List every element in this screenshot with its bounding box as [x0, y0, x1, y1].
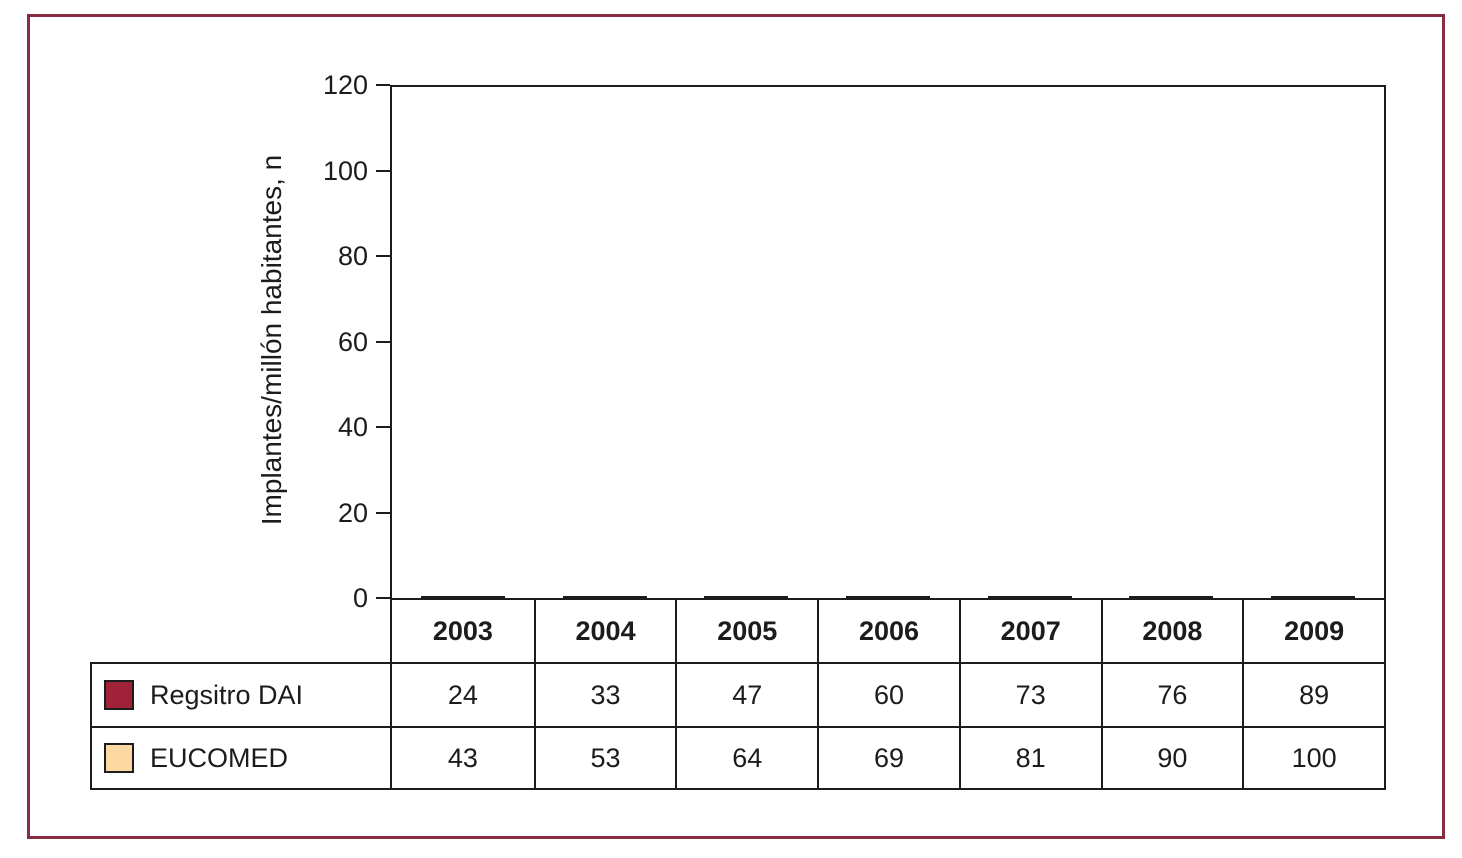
bar-eucomed: [604, 596, 647, 598]
year-header-cell: 2007: [958, 600, 1101, 662]
bar-pair: [562, 596, 647, 598]
value-cell: 69: [817, 728, 959, 788]
value-cell: 100: [1242, 728, 1384, 788]
value-cell: 24: [447, 679, 478, 710]
bar-eucomed: [888, 596, 931, 598]
bar-pair: [1129, 596, 1214, 598]
year-header-cell: 2006: [817, 600, 959, 662]
bar-eucomed: [462, 596, 505, 598]
value-cell: 47: [675, 664, 817, 726]
value-cell: 73: [958, 664, 1101, 726]
y-tick-label: 0: [352, 583, 368, 613]
x-axis-header-row: 2003 2004 2005 2006 2007 2008 2009: [390, 600, 1386, 662]
value-cell: 33: [533, 664, 676, 726]
legend-label: Regsitro DAI: [150, 679, 304, 710]
legend-cell: Regsitro DAI: [92, 664, 392, 726]
data-table: Regsitro DAI 24 33 47 60 73 76 89 EUCOMED 43 53 64 6…: [90, 662, 1386, 790]
bar-pair: [704, 596, 789, 598]
value-cell: 89: [1242, 664, 1384, 726]
y-axis-title: Implantes/millón habitantes, n: [256, 154, 287, 526]
y-tick-label: 20: [337, 497, 368, 528]
bar-pair: [987, 596, 1072, 598]
bar-regsitro-dai: [1129, 596, 1172, 598]
table-row: Regsitro DAI 24 33 47 60 73 76 89: [92, 664, 1384, 726]
value-cell: 64: [675, 728, 817, 788]
legend-label: EUCOMED: [150, 742, 289, 773]
bar-eucomed: [746, 596, 789, 598]
bar-eucomed: [1029, 596, 1072, 598]
legend-swatch: [104, 680, 134, 710]
bar-group-2006: [817, 87, 959, 598]
bar-regsitro-dai: [704, 596, 747, 598]
bar-pair: [420, 596, 505, 598]
bar-pair: [846, 596, 931, 598]
bar-regsitro-dai: [420, 596, 463, 598]
bar-group-2007: [959, 87, 1101, 598]
year-header-cell: 2005: [675, 600, 817, 662]
value-cell: 43: [447, 742, 478, 773]
y-tick-mark: [376, 340, 390, 343]
legend-cell: EUCOMED: [92, 728, 392, 788]
year-header-cell: 2009: [1242, 600, 1384, 662]
value-cell: 53: [533, 728, 676, 788]
bar-regsitro-dai: [987, 596, 1030, 598]
y-tick-mark: [376, 426, 390, 428]
y-tick-mark: [376, 597, 390, 599]
value-cell: 76: [1100, 664, 1243, 726]
bar-group-2008: [1101, 87, 1243, 598]
bar-group-2005: [675, 87, 817, 598]
bar-eucomed: [1313, 596, 1356, 598]
y-tick-label: 80: [337, 241, 368, 271]
bar-group-2009: [1242, 87, 1384, 598]
value-cell: 90: [1100, 728, 1243, 788]
y-tick-mark: [376, 84, 390, 86]
bar-regsitro-dai: [1271, 596, 1314, 598]
year-header-cell: 2004: [533, 600, 676, 662]
bar-eucomed: [1171, 596, 1214, 598]
legend-swatch: [104, 743, 134, 773]
y-tick-label: 100: [322, 155, 368, 186]
value-cell: 81: [958, 728, 1101, 788]
year-header-cell: 2008: [1100, 600, 1243, 662]
bar-group-2004: [534, 87, 676, 598]
y-tick-mark: [376, 255, 390, 257]
y-tick-label: 120: [322, 70, 368, 100]
bar-pair: [1271, 596, 1356, 598]
bar-regsitro-dai: [846, 596, 889, 598]
year-header-cell: 2003: [432, 615, 493, 646]
table-row: EUCOMED 43 53 64 69 81 90 100: [92, 726, 1384, 788]
y-tick-mark: [376, 511, 390, 514]
bar-group-2003: [392, 87, 534, 598]
plot-area: [390, 85, 1386, 600]
y-tick-label: 60: [337, 326, 368, 357]
y-tick-mark: [376, 169, 390, 172]
y-tick-label: 40: [337, 412, 368, 442]
value-cell: 60: [817, 664, 959, 726]
bar-regsitro-dai: [562, 596, 605, 598]
